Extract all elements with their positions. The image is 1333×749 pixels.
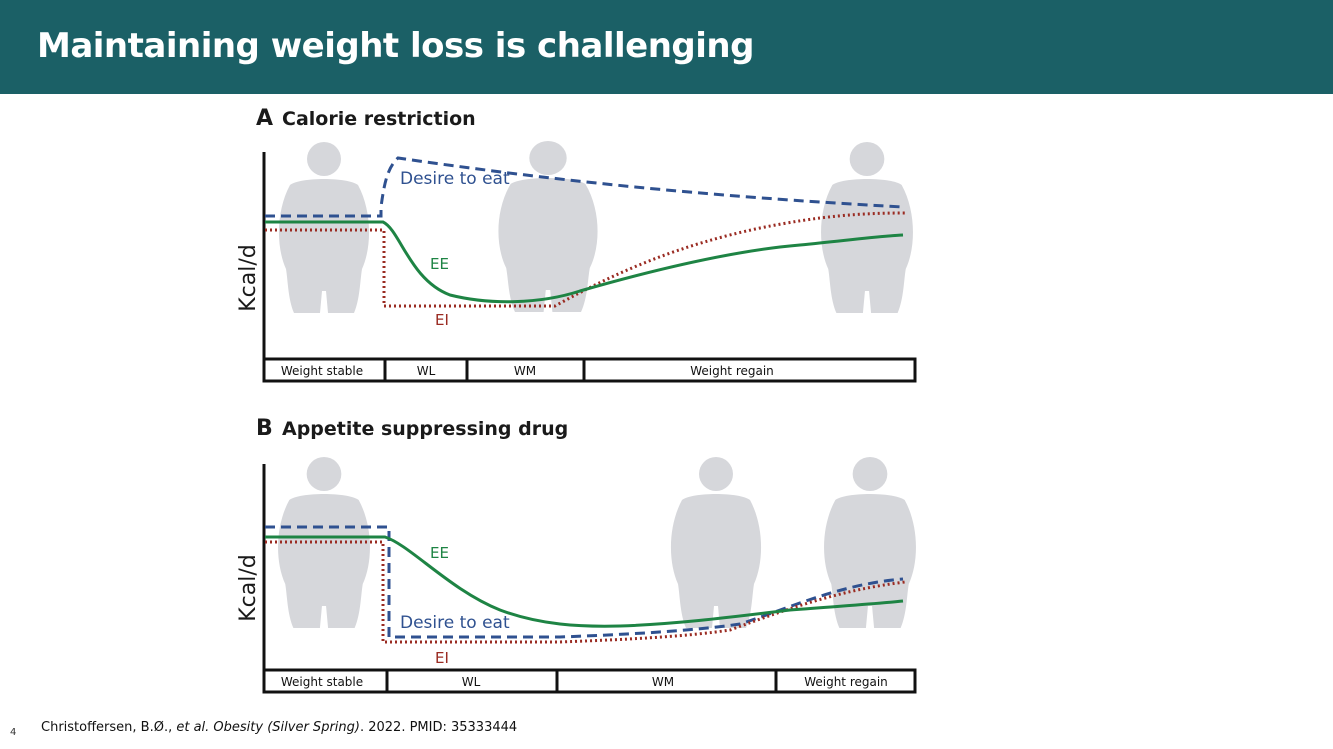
panel-b-ee-label: EE [430,544,449,562]
panel-a-title: Calorie restriction [282,108,476,130]
panel-b-desire-curve [265,525,904,639]
panel-b-silhouettes [278,457,916,628]
citation-journal: et al. Obesity (Silver Spring) [176,720,360,735]
citation: Christoffersen, B.Ø., et al. Obesity (Si… [41,720,517,735]
panel-a-letter: A [256,106,273,131]
phase-wm: WM [652,675,674,689]
panel-a-phase-bar: Weight stable WL WM Weight regain [262,357,917,383]
page-number: 4 [10,727,17,738]
citation-details: . 2022. PMID: 35333444 [359,720,518,735]
phase-weight-stable: Weight stable [281,675,363,689]
phase-weight-regain: Weight regain [690,364,774,378]
panel-b-ei-label: EI [435,649,449,667]
person-silhouette-1 [278,142,370,313]
panel-b: B Appetite suppressing drug Kcal/d Desir… [236,416,917,694]
panel-b-phase-bar: Weight stable WL WM Weight regain [262,668,917,694]
panel-a-ee-label: EE [430,255,449,273]
phase-wl: WL [417,364,436,378]
panel-b-letter: B [256,416,273,441]
panel-b-title: Appetite suppressing drug [282,418,568,440]
slide-header: Maintaining weight loss is challenging [0,0,1333,94]
panel-a-ylabel: Kcal/d [236,244,261,312]
panel-a: A Calorie restriction Kcal/d Desire to e… [236,106,917,383]
person-silhouette-2 [498,141,598,312]
panel-b-desire-label: Desire to eat [400,613,510,633]
person-silhouette-5 [670,457,762,628]
person-silhouette-3 [821,142,913,313]
phase-weight-stable: Weight stable [281,364,363,378]
panel-a-desire-curve [265,156,904,218]
panel-b-ylabel: Kcal/d [236,554,261,622]
phase-wm: WM [514,364,536,378]
panel-b-ee-curve [265,535,904,628]
phase-wl: WL [462,675,481,689]
panel-a-desire-label: Desire to eat [400,169,510,189]
panel-a-ee-curve [265,220,904,304]
slide-title: Maintaining weight loss is challenging [37,26,754,66]
panel-b-ei-curve [265,540,906,644]
panel-a-ei-label: EI [435,311,449,329]
citation-authors: Christoffersen, B.Ø., [41,720,177,735]
phase-weight-regain: Weight regain [804,675,888,689]
figure: A Calorie restriction Kcal/d Desire to e… [236,106,917,694]
